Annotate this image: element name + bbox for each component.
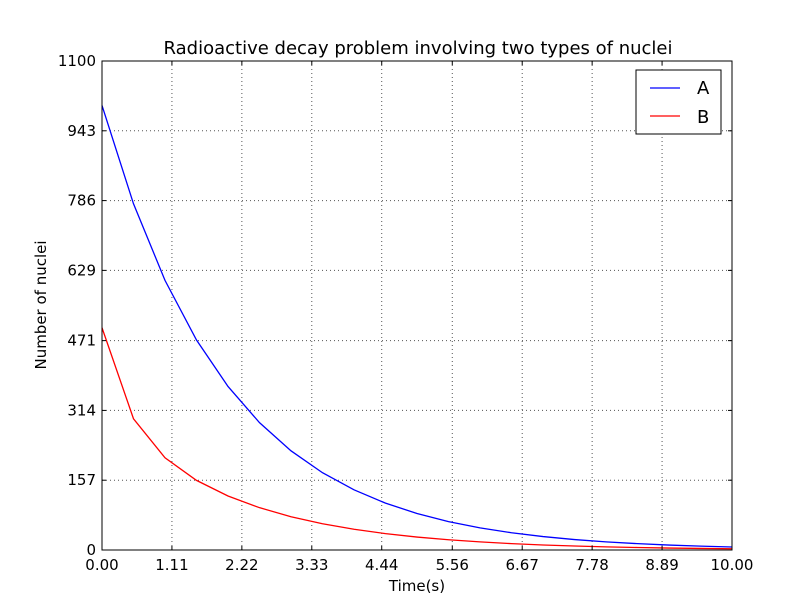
y-tick-label: 314	[67, 401, 96, 419]
x-tick-label: 4.44	[365, 556, 398, 574]
x-tick-label: 8.89	[645, 556, 678, 574]
x-tick-label: 5.56	[436, 556, 469, 574]
x-tick-label: 7.78	[575, 556, 608, 574]
y-tick-label: 0	[86, 541, 96, 559]
x-tick-label: 1.11	[155, 556, 188, 574]
x-tick-label: 2.22	[225, 556, 258, 574]
legend: A B	[635, 69, 722, 135]
series-lines	[101, 105, 733, 550]
x-tick-label: 10.00	[711, 556, 754, 574]
legend-box	[635, 69, 722, 135]
grid	[102, 61, 732, 550]
plot-area-frame	[101, 60, 733, 551]
y-tick-label: 786	[67, 192, 96, 210]
y-tick-label: 1100	[58, 52, 96, 70]
y-tick-label: 471	[67, 332, 96, 350]
chart-title: Radioactive decay problem involving two …	[164, 38, 673, 59]
x-axis-label: Time(s)	[388, 577, 445, 595]
y-tick-label: 157	[67, 471, 96, 489]
y-axis-label: Number of nuclei	[32, 240, 50, 369]
series-line-a	[101, 105, 733, 548]
x-tick-label: 0.00	[85, 556, 118, 574]
series-line-b	[101, 327, 733, 550]
x-tick-label: 6.67	[506, 556, 539, 574]
y-tick-label: 943	[67, 122, 96, 140]
y-tick-label: 629	[67, 261, 96, 279]
legend-label-b: B	[697, 107, 709, 128]
axis-ticks: 0.00 1.11 2.22 3.33 4.44 5.56 6.67 7.78 8.89 10.0…	[58, 52, 754, 574]
x-tick-label: 3.33	[295, 556, 328, 574]
legend-label-a: A	[697, 78, 710, 99]
